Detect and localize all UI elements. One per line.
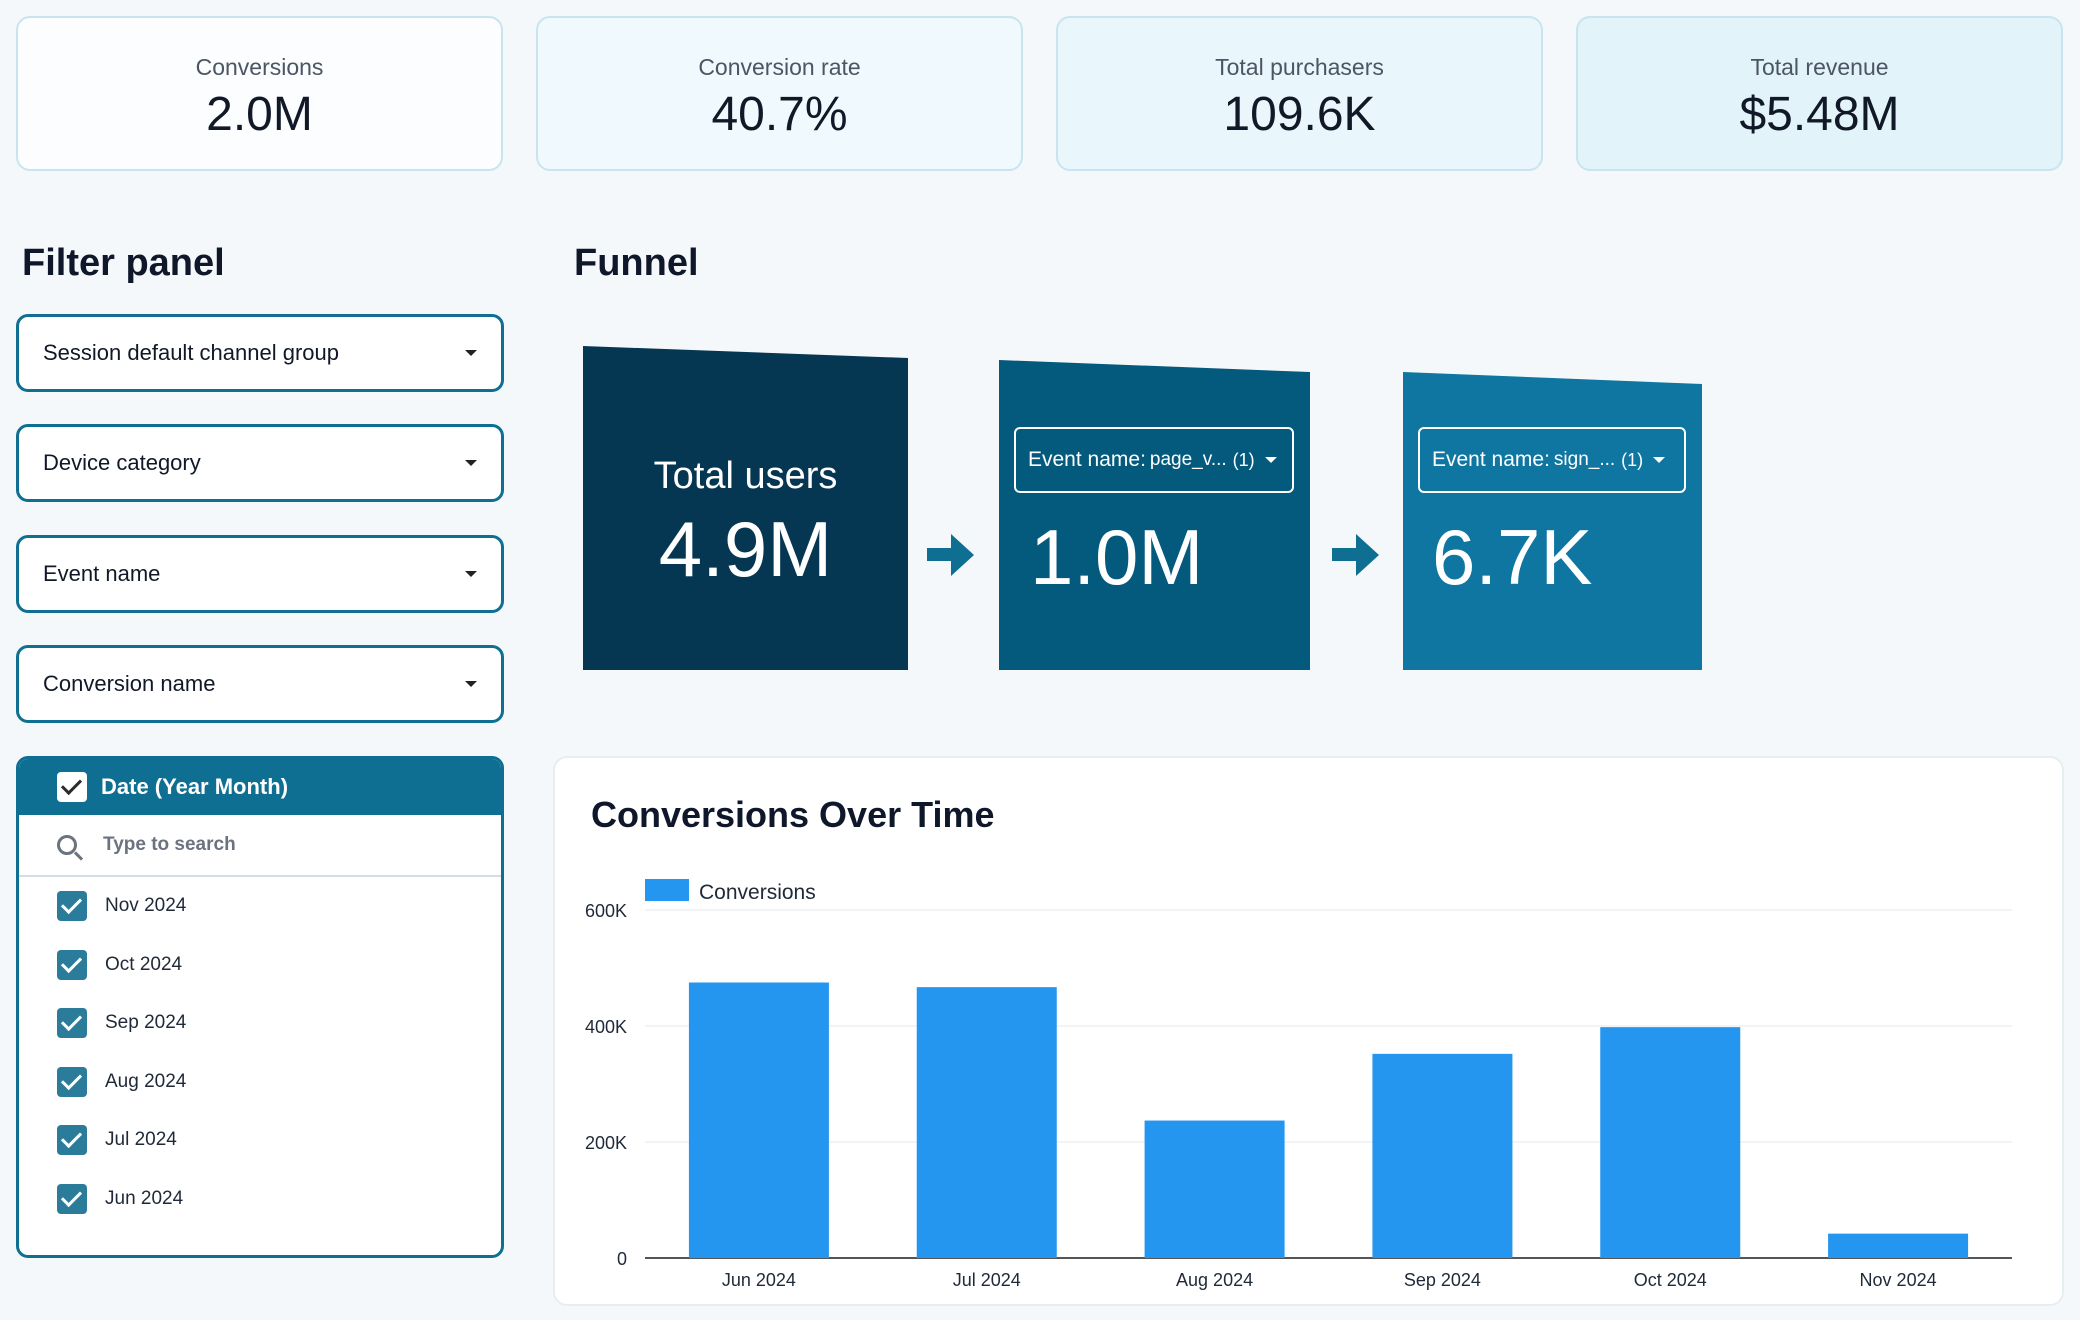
funnel-step-1: Total users 4.9M <box>583 455 908 595</box>
event-name-selector-step-2[interactable]: Event name: page_v... (1) <box>1014 427 1294 493</box>
date-item-label: Aug 2024 <box>105 1070 187 1092</box>
date-item-aug-2024[interactable]: Aug 2024 <box>19 1053 501 1112</box>
kpi-value: 2.0M <box>206 88 313 141</box>
caret-down-icon <box>465 681 477 687</box>
date-item-label: Sep 2024 <box>105 1012 187 1034</box>
bar-aug-2024[interactable] <box>1144 1120 1285 1258</box>
filter-panel-title: Filter panel <box>22 242 225 284</box>
x-tick-label: Jul 2024 <box>953 1270 1021 1290</box>
kpi-value: 109.6K <box>1223 88 1376 141</box>
dropdown-session-default-channel-group[interactable]: Session default channel group <box>16 314 504 392</box>
arrow-right-icon <box>927 534 974 576</box>
event-name-label: Event name: <box>1432 448 1550 471</box>
kpi-card-total-revenue: Total revenue $5.48M <box>1576 16 2063 171</box>
date-item-label: Oct 2024 <box>105 953 183 975</box>
funnel-step-3-value: 6.7K <box>1432 513 1593 601</box>
funnel-step-2-value: 1.0M <box>1030 513 1204 601</box>
kpi-label: Total revenue <box>1750 54 1889 80</box>
checkbox[interactable] <box>57 1066 87 1097</box>
event-count: (1) <box>1232 449 1255 470</box>
search-icon <box>57 835 77 855</box>
dropdown-label: Device category <box>43 450 201 475</box>
caret-down-icon <box>1264 457 1277 463</box>
dropdown-label: Event name <box>43 561 161 586</box>
bar-jun-2024[interactable] <box>688 982 829 1259</box>
bar-oct-2024[interactable] <box>1600 1027 1741 1258</box>
date-item-nov-2024[interactable]: Nov 2024 <box>19 877 501 936</box>
bar-sep-2024[interactable] <box>1372 1053 1513 1258</box>
date-item-oct-2024[interactable]: Oct 2024 <box>19 936 501 995</box>
bar-nov-2024[interactable] <box>1828 1233 1969 1258</box>
caret-down-icon <box>465 350 477 356</box>
funnel-title: Funnel <box>574 242 699 284</box>
caret-down-icon <box>465 571 477 577</box>
caret-down-icon <box>465 460 477 466</box>
date-year-month-filter: Date (Year Month) Type to search Nov 202… <box>16 756 504 1258</box>
date-item-sep-2024[interactable]: Sep 2024 <box>19 994 501 1053</box>
x-tick-label: Aug 2024 <box>1176 1270 1253 1290</box>
checkbox[interactable] <box>57 1125 87 1156</box>
date-item-label: Nov 2024 <box>105 895 187 917</box>
kpi-label: Conversion rate <box>698 54 861 80</box>
date-item-jul-2024[interactable]: Jul 2024 <box>19 1111 501 1170</box>
checkbox[interactable] <box>57 1008 87 1039</box>
event-name-value: sign_... <box>1553 449 1616 470</box>
x-tick-label: Oct 2024 <box>1634 1270 1707 1290</box>
legend-label: Conversions <box>699 881 816 904</box>
x-tick-label: Nov 2024 <box>1860 1270 1937 1290</box>
conversions-over-time-card: Conversions Over Time Conversions 0 200K 4… <box>553 756 2064 1306</box>
chart-title: Conversions Over Time <box>591 794 995 835</box>
kpi-label: Conversions <box>195 54 324 80</box>
arrow-right-icon <box>1332 534 1379 576</box>
funnel-step-2-shape <box>999 360 1310 670</box>
y-tick-label: 600K <box>585 901 627 921</box>
y-tick-label: 0 <box>617 1249 627 1269</box>
legend-swatch <box>645 879 689 901</box>
funnel-step-label: Total users <box>653 455 838 497</box>
funnel-graphic <box>583 346 1702 670</box>
date-item-jun-2024[interactable]: Jun 2024 <box>19 1170 501 1229</box>
kpi-value: 40.7% <box>711 88 848 141</box>
dropdown-device-category[interactable]: Device category <box>16 424 504 502</box>
kpi-card-total-purchasers: Total purchasers 109.6K <box>1056 16 1543 171</box>
kpi-label: Total purchasers <box>1215 54 1384 80</box>
event-name-value: page_v... <box>1149 449 1227 470</box>
date-item-label: Jul 2024 <box>105 1129 177 1151</box>
kpi-value: $5.48M <box>1739 88 1900 141</box>
search-placeholder[interactable]: Type to search <box>103 834 236 855</box>
select-all-checkbox[interactable] <box>57 772 87 802</box>
x-tick-label: Jun 2024 <box>722 1270 796 1290</box>
date-search[interactable]: Type to search <box>19 815 501 877</box>
date-filter-title: Date (Year Month) <box>101 774 289 799</box>
event-count: (1) <box>1621 449 1644 470</box>
event-name-selector-step-3[interactable]: Event name: sign_... (1) <box>1418 427 1686 493</box>
funnel-step-value: 4.9M <box>658 505 833 593</box>
conversions-bar-chart: Conversions 0 200K 400K 600K Jun 2024 Jul 202… <box>585 879 2012 1290</box>
kpi-card-conversions: Conversions 2.0M <box>16 16 503 171</box>
date-filter-header[interactable]: Date (Year Month) <box>19 759 501 815</box>
checkbox[interactable] <box>57 891 87 922</box>
funnel-step-3-shape <box>1403 372 1702 670</box>
bar-jul-2024[interactable] <box>916 987 1057 1258</box>
event-name-label: Event name: <box>1028 448 1146 471</box>
caret-down-icon <box>1653 457 1666 463</box>
dropdown-label: Session default channel group <box>43 340 339 365</box>
x-tick-label: Sep 2024 <box>1404 1270 1481 1290</box>
dropdown-event-name[interactable]: Event name <box>16 535 504 613</box>
checkbox[interactable] <box>57 949 87 980</box>
kpi-card-conversion-rate: Conversion rate 40.7% <box>536 16 1023 171</box>
dropdown-label: Conversion name <box>43 671 216 696</box>
dropdown-conversion-name[interactable]: Conversion name <box>16 645 504 723</box>
checkbox[interactable] <box>57 1183 87 1214</box>
date-item-label: Jun 2024 <box>105 1187 184 1209</box>
y-tick-label: 200K <box>585 1133 627 1153</box>
y-tick-label: 400K <box>585 1017 627 1037</box>
funnel-step-1-shape <box>583 346 908 670</box>
